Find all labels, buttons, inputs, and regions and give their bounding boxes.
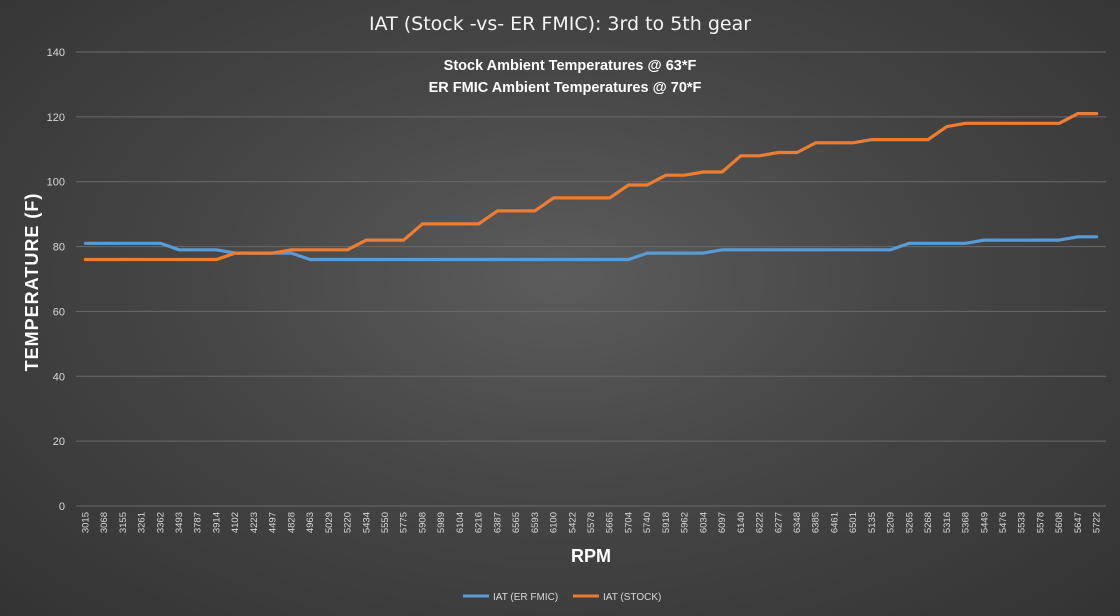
x-axis-ticks: 3015 3068 3155 3261 3362 3493 3787 3914 4102 4223… — [80, 512, 1102, 533]
x-tick-label: 4102 — [230, 512, 241, 533]
y-axis-label: TEMPERATURE (F) — [22, 193, 42, 372]
x-tick-label: 5220 — [343, 512, 354, 533]
x-tick-label: 3914 — [211, 512, 222, 533]
x-tick-label: 3493 — [174, 512, 185, 533]
series-line-iat-er-fmic — [83, 235, 1099, 262]
x-tick-label: 6593 — [530, 512, 541, 533]
x-tick-label: 5029 — [324, 512, 335, 533]
x-tick-label: 5316 — [942, 512, 953, 533]
series-lines — [83, 111, 1099, 262]
legend: IAT (ER FMIC) IAT (STOCK) — [463, 592, 661, 603]
x-tick-label: 4828 — [286, 512, 297, 533]
x-tick-label: 3261 — [137, 512, 148, 533]
x-tick-label: 5449 — [979, 512, 990, 533]
x-tick-label: 6565 — [511, 512, 522, 533]
x-axis-label: RPM — [571, 546, 611, 566]
x-tick-label: 5209 — [886, 512, 897, 533]
x-tick-label: 5740 — [642, 512, 653, 533]
x-tick-label: 5647 — [1073, 512, 1084, 533]
x-tick-label: 6034 — [698, 512, 709, 533]
x-tick-label: 5578 — [586, 512, 597, 533]
y-tick-label: 20 — [53, 436, 65, 448]
chart-title: IAT (Stock -vs- ER FMIC): 3rd to 5th gea… — [369, 13, 751, 35]
x-tick-label: 6104 — [455, 512, 466, 533]
x-tick-label: 5704 — [623, 512, 634, 533]
x-tick-label: 6501 — [848, 512, 859, 533]
x-tick-label: 6387 — [492, 512, 503, 533]
x-tick-label: 4963 — [305, 512, 316, 533]
x-tick-label: 5550 — [380, 512, 391, 533]
x-tick-label: 4497 — [268, 512, 279, 533]
annotation-stock-ambient: Stock Ambient Temperatures @ 63*F — [444, 58, 697, 74]
y-tick-label: 60 — [53, 306, 65, 318]
x-tick-label: 5665 — [605, 512, 616, 533]
x-tick-label: 5962 — [680, 512, 691, 533]
x-tick-label: 5989 — [436, 512, 447, 533]
x-tick-label: 5135 — [867, 512, 878, 533]
x-tick-label: 3787 — [193, 512, 204, 533]
x-tick-label: 6461 — [829, 512, 840, 533]
x-tick-label: 6216 — [474, 512, 485, 533]
x-tick-label: 3155 — [118, 512, 129, 533]
y-tick-label: 40 — [53, 371, 65, 383]
y-tick-label: 120 — [47, 112, 65, 124]
y-tick-label: 140 — [47, 47, 65, 59]
x-tick-label: 5722 — [1092, 512, 1103, 533]
legend-label: IAT (ER FMIC) — [493, 592, 558, 603]
x-tick-label: 5368 — [961, 512, 972, 533]
x-tick-label: 5533 — [1017, 512, 1028, 533]
x-tick-label: 6100 — [549, 512, 560, 533]
x-tick-label: 5434 — [361, 512, 372, 533]
gridlines — [76, 51, 1106, 507]
x-tick-label: 3015 — [80, 512, 91, 533]
x-tick-label: 5775 — [399, 512, 410, 533]
x-tick-label: 6277 — [773, 512, 784, 533]
x-tick-label: 3068 — [99, 512, 110, 533]
x-tick-label: 5422 — [567, 512, 578, 533]
legend-label: IAT (STOCK) — [603, 592, 661, 603]
x-tick-label: 5908 — [417, 512, 428, 533]
x-tick-label: 6385 — [811, 512, 822, 533]
y-axis-ticks: 0 20 40 60 80 100 120 140 — [47, 47, 65, 513]
x-tick-label: 6097 — [717, 512, 728, 533]
y-tick-label: 0 — [59, 501, 65, 513]
x-tick-label: 6348 — [792, 512, 803, 533]
x-tick-label: 5268 — [923, 512, 934, 533]
x-tick-label: 6140 — [736, 512, 747, 533]
x-tick-label: 5918 — [661, 512, 672, 533]
x-tick-label: 3362 — [155, 512, 166, 533]
x-tick-label: 5608 — [1054, 512, 1065, 533]
y-tick-label: 80 — [53, 242, 65, 254]
annotation-erfmic-ambient: ER FMIC Ambient Temperatures @ 70*F — [429, 80, 702, 96]
x-tick-label: 5578 — [1035, 512, 1046, 533]
y-tick-label: 100 — [47, 177, 65, 189]
x-tick-label: 5476 — [998, 512, 1009, 533]
x-tick-label: 5265 — [904, 512, 915, 533]
x-tick-label: 6222 — [755, 512, 766, 533]
series-line-iat-stock — [83, 111, 1099, 262]
x-tick-label: 4223 — [249, 512, 260, 533]
